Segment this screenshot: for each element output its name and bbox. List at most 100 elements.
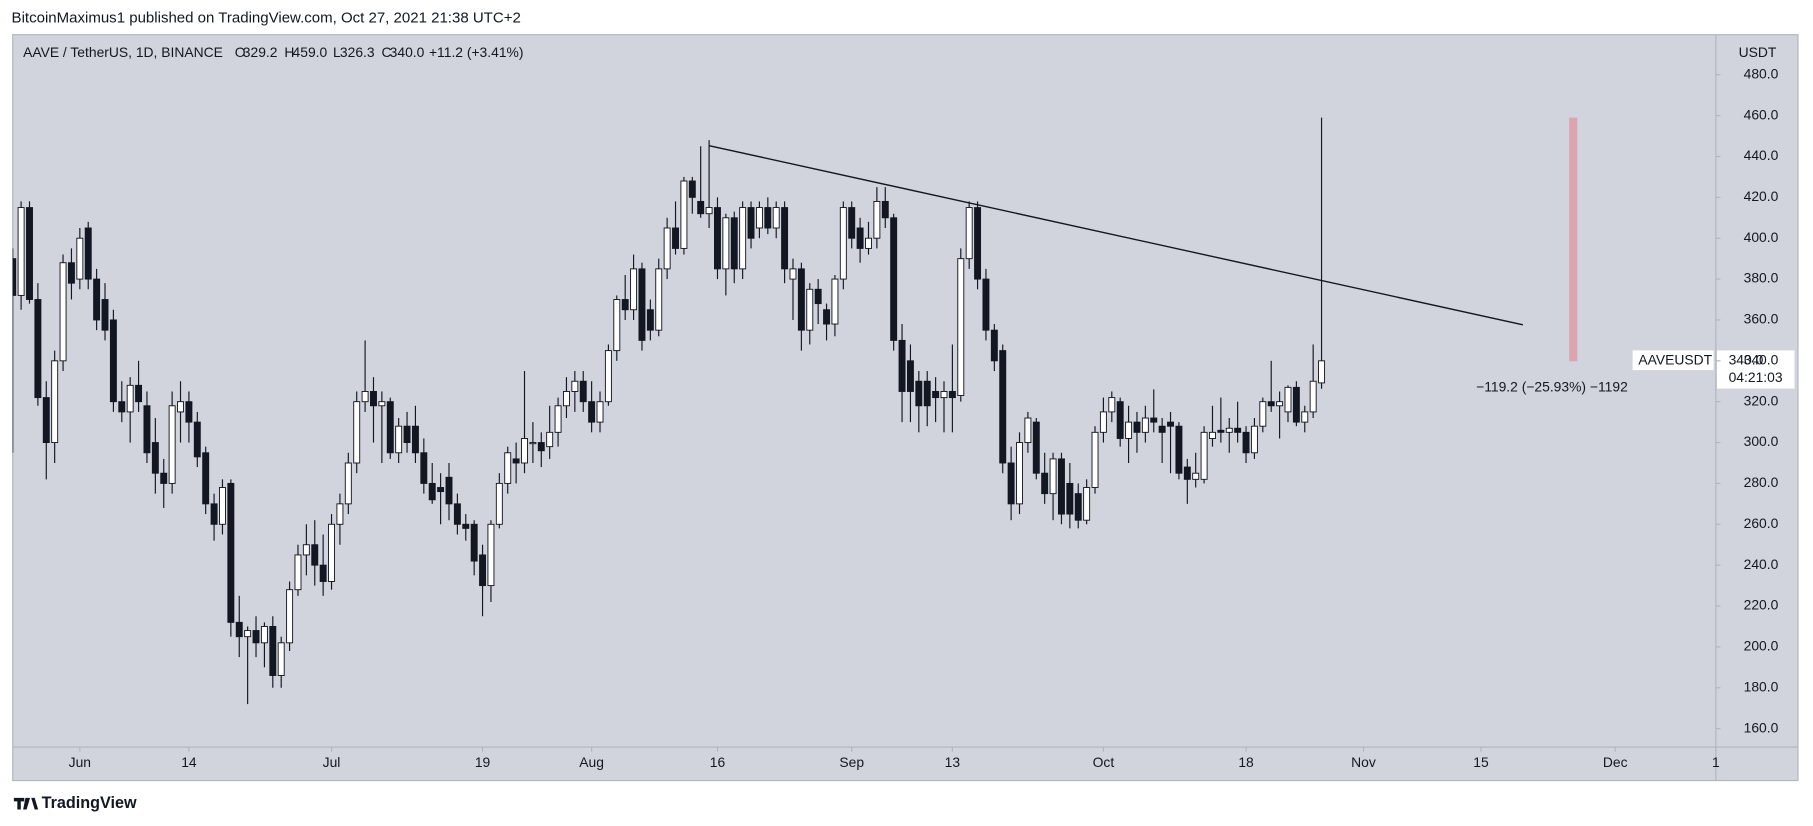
- candle-body: [621, 299, 629, 311]
- candle-body: [1267, 401, 1275, 407]
- candle-body: [202, 452, 210, 505]
- candle-body: [646, 309, 654, 331]
- legend-symbol: AAVE / TetherUS, 1D, BINANCE: [23, 44, 223, 60]
- y-tick-label: 260.0: [1744, 515, 1779, 531]
- candle-body: [697, 200, 705, 215]
- legend-letter: H: [284, 44, 294, 60]
- candle-body: [1041, 472, 1049, 495]
- candle-body: [948, 391, 956, 399]
- candle-body: [1083, 487, 1091, 521]
- legend-letter: L: [333, 44, 341, 60]
- candle-body: [932, 391, 940, 399]
- x-tick-label: Dec: [1603, 754, 1628, 770]
- candle-body: [1259, 401, 1267, 427]
- candle-body: [781, 207, 789, 270]
- candle-body: [974, 207, 982, 280]
- candle-body: [1049, 458, 1057, 495]
- candle-body: [705, 207, 713, 215]
- candle-body: [915, 380, 923, 407]
- y-tick-label: 320.0: [1744, 392, 1779, 408]
- candle-body: [428, 482, 436, 501]
- candle-body: [34, 299, 42, 399]
- candle-body: [252, 630, 260, 644]
- y-tick-label: 280.0: [1744, 474, 1779, 490]
- candle-body: [1024, 417, 1032, 444]
- candle-body: [51, 360, 59, 444]
- y-tick-label: 380.0: [1744, 270, 1779, 286]
- candle-body: [579, 380, 587, 403]
- y-tick-label: 420.0: [1744, 188, 1779, 204]
- candle-body: [630, 268, 638, 311]
- y-tick-label: 460.0: [1744, 106, 1779, 122]
- x-tick-label: Sep: [839, 754, 864, 770]
- x-tick-label: Nov: [1351, 754, 1376, 770]
- x-tick-label: 13: [945, 754, 961, 770]
- candle-body: [26, 207, 33, 300]
- candle-body: [479, 554, 487, 587]
- footer-logo: [13, 797, 39, 810]
- candle-body: [1150, 417, 1158, 423]
- candle-body: [1108, 397, 1116, 413]
- candle-body: [177, 401, 184, 413]
- candle-body: [680, 180, 688, 249]
- y-tick-label: 360.0: [1744, 311, 1779, 327]
- candle-body: [210, 503, 218, 525]
- candle-body: [353, 401, 361, 464]
- candle-body: [1292, 386, 1300, 423]
- candle-body: [1074, 493, 1082, 521]
- candle-body: [1032, 421, 1040, 474]
- candle-body: [1284, 386, 1292, 413]
- candle-body: [269, 625, 277, 676]
- candle-body: [1158, 425, 1166, 433]
- x-tick-label: Jun: [69, 754, 91, 770]
- candle-body: [940, 391, 948, 399]
- candle-body: [982, 278, 990, 331]
- x-tick-label: Oct: [1093, 754, 1115, 770]
- candle-body: [84, 227, 92, 280]
- candle-body: [688, 180, 696, 198]
- candle-body: [638, 268, 646, 341]
- candle-body: [76, 237, 84, 280]
- candle-body: [604, 350, 612, 403]
- candle-body: [655, 268, 663, 331]
- candle-body: [1250, 425, 1258, 454]
- y-tick-label: 340.0: [1744, 351, 1779, 367]
- x-tick-label: 19: [475, 754, 491, 770]
- candle-body: [168, 405, 176, 484]
- candle-body: [957, 258, 965, 397]
- candle-body: [1276, 401, 1284, 407]
- chart-panel: [12, 34, 1799, 782]
- legend-value: 329.2: [243, 44, 278, 60]
- candle-body: [521, 438, 528, 464]
- candle-body: [839, 207, 847, 280]
- candle-body: [386, 401, 394, 454]
- candle-body: [806, 288, 814, 331]
- candle-body: [42, 397, 50, 444]
- x-tick-label: Aug: [579, 754, 604, 770]
- candle-body: [588, 401, 596, 423]
- candle-body: [143, 405, 151, 454]
- candle-body: [764, 207, 772, 229]
- candle-body: [336, 503, 344, 525]
- candle-body: [218, 487, 226, 525]
- legend-value: 459.0: [293, 44, 328, 60]
- logo-mark: [13, 797, 39, 810]
- candle-body: [378, 401, 386, 407]
- candle-body: [101, 299, 109, 331]
- candle-body: [881, 200, 889, 219]
- candle-body: [873, 200, 881, 239]
- y-tick-label: 400.0: [1744, 229, 1779, 245]
- candle-body: [571, 380, 579, 392]
- candle-body: [235, 621, 243, 638]
- candle-body: [1007, 462, 1015, 505]
- price-tag-box: [1717, 350, 1795, 389]
- y-tick-label: 160.0: [1744, 719, 1779, 735]
- x-tick-label: 16: [710, 754, 726, 770]
- candle-body: [1209, 431, 1216, 439]
- legend-letter: O: [235, 44, 246, 60]
- candle-body: [17, 207, 25, 296]
- candle-body: [1183, 466, 1191, 480]
- x-tick-label: 1: [1712, 754, 1720, 770]
- candle-body: [755, 207, 763, 229]
